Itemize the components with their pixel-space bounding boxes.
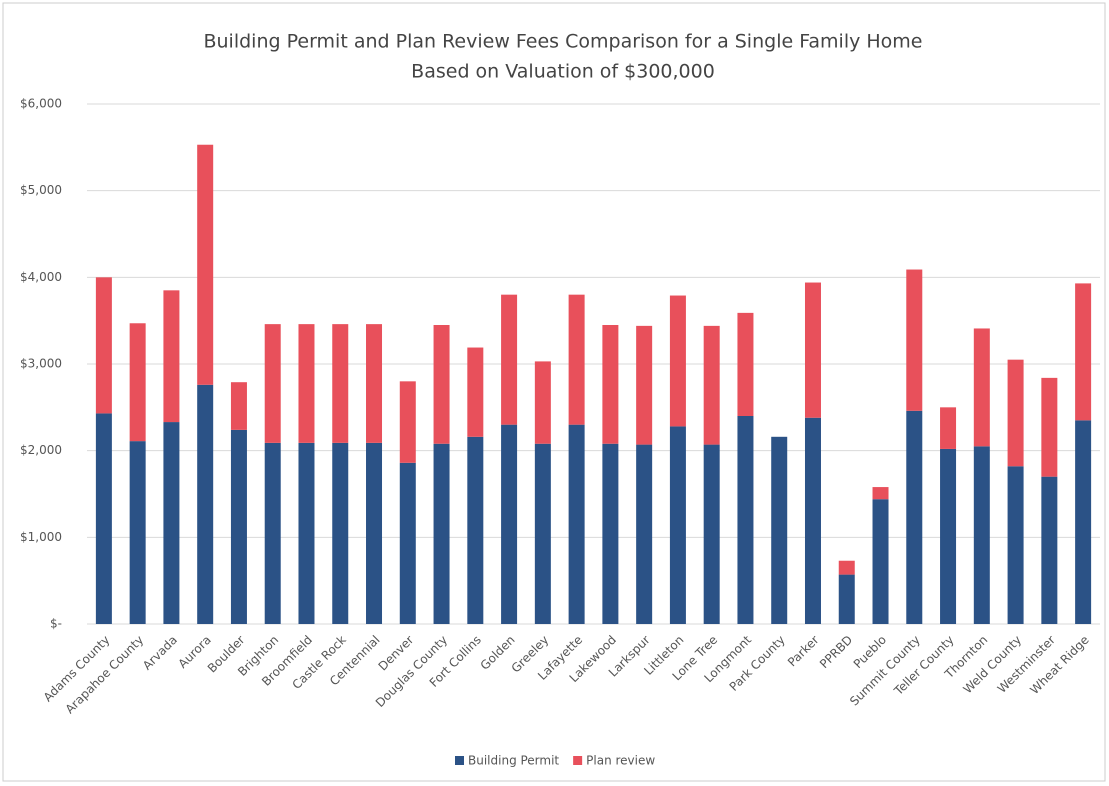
y-tick-label: $4,000 <box>20 270 62 284</box>
bar-segment <box>433 325 450 444</box>
bar-segment <box>197 384 214 624</box>
bar-segment <box>669 295 686 427</box>
bar-segment <box>534 361 551 444</box>
y-tick-label: $5,000 <box>20 183 62 197</box>
legend-label: Building Permit <box>468 754 559 768</box>
y-tick-label: $6,000 <box>20 97 62 111</box>
bar-segment <box>163 422 180 624</box>
bar-segment <box>872 499 889 624</box>
bar-segment <box>1041 476 1058 624</box>
bar-segment <box>906 269 923 411</box>
bar-segment <box>1075 420 1092 624</box>
bar-segment <box>906 410 923 624</box>
bar-segment <box>163 290 180 423</box>
bar-segment <box>737 416 754 624</box>
legend-swatch <box>455 756 464 765</box>
bar-segment <box>568 294 585 425</box>
bar-segment <box>703 325 720 445</box>
y-tick-label: $3,000 <box>20 357 62 371</box>
bar-segment <box>1075 283 1092 421</box>
bar-segment <box>703 444 720 624</box>
bar-segment <box>298 442 315 624</box>
bar-segment <box>366 442 383 624</box>
y-tick-label: $- <box>50 617 62 631</box>
bar-segment <box>602 443 619 624</box>
y-tick-label: $1,000 <box>20 530 62 544</box>
bar-segment <box>399 381 416 463</box>
bar-segment <box>534 443 551 624</box>
bar-segment <box>197 144 214 385</box>
chart-title: Building Permit and Plan Review Fees Com… <box>203 31 922 53</box>
bar-segment <box>1041 377 1058 477</box>
bar-segment <box>332 442 349 624</box>
bar-segment <box>1007 359 1024 467</box>
bar-segment <box>973 328 990 447</box>
bar-segment <box>872 487 889 500</box>
bar-segment <box>129 441 146 624</box>
bar-segment <box>95 413 112 624</box>
bar-segment <box>332 324 349 443</box>
bar-segment <box>467 347 484 437</box>
bar-segment <box>366 324 383 443</box>
bar-segment <box>264 324 281 443</box>
bar-segment <box>501 294 518 425</box>
bar-segment <box>838 574 855 624</box>
bar-segment <box>129 323 146 442</box>
legend-swatch <box>573 756 583 765</box>
bar-segment <box>940 448 957 624</box>
chart-subtitle: Based on Valuation of $300,000 <box>411 61 715 83</box>
bar-segment <box>433 443 450 624</box>
bar-segment <box>838 560 855 575</box>
bar-segment <box>771 436 788 624</box>
bar-segment <box>230 429 247 624</box>
bar-segment <box>737 312 754 416</box>
bar-segment <box>230 382 247 430</box>
bar-segment <box>804 417 821 624</box>
bar-segment <box>95 277 112 414</box>
bar-segment <box>636 444 653 624</box>
bar-segment <box>669 426 686 624</box>
bar-segment <box>568 424 585 624</box>
bar-segment <box>602 325 619 444</box>
bar-segment <box>804 282 821 418</box>
bar-segment <box>940 407 957 449</box>
bar-segment <box>298 324 315 443</box>
bar-segment <box>467 436 484 624</box>
y-tick-label: $2,000 <box>20 443 62 457</box>
legend-label: Plan review <box>586 754 655 768</box>
bar-segment <box>399 462 416 624</box>
bar-segment <box>636 325 653 445</box>
bar-segment <box>1007 466 1024 624</box>
bar-segment <box>973 446 990 624</box>
bar-segment <box>501 424 518 624</box>
bar-segment <box>264 442 281 624</box>
